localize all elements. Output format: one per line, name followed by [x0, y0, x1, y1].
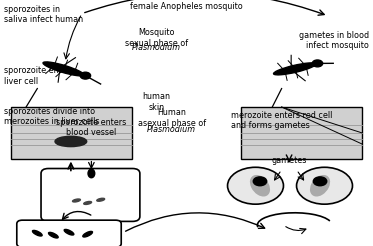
- Ellipse shape: [55, 136, 87, 147]
- Text: merozoite enters red cell
and forms gametes: merozoite enters red cell and forms game…: [231, 111, 333, 130]
- FancyBboxPatch shape: [41, 169, 140, 221]
- Text: sporozoites divide into
merozoites in liver cells: sporozoites divide into merozoites in li…: [4, 107, 99, 126]
- Text: Human
asexual phase of: Human asexual phase of: [138, 108, 206, 128]
- Circle shape: [313, 177, 327, 186]
- Ellipse shape: [97, 198, 104, 201]
- Ellipse shape: [43, 62, 84, 76]
- Text: Mosquito
sexual phase of: Mosquito sexual phase of: [125, 28, 188, 48]
- Ellipse shape: [32, 231, 43, 235]
- Ellipse shape: [48, 232, 58, 238]
- Ellipse shape: [88, 169, 95, 178]
- Text: gametes in blood
infect mosquito: gametes in blood infect mosquito: [299, 31, 369, 50]
- Ellipse shape: [73, 199, 80, 202]
- Text: Plasmodium: Plasmodium: [132, 43, 181, 52]
- Ellipse shape: [251, 176, 269, 196]
- Text: Plasmodium: Plasmodium: [147, 125, 196, 135]
- Ellipse shape: [311, 176, 329, 196]
- Bar: [241, 107, 362, 159]
- Text: gametes: gametes: [272, 156, 307, 165]
- Text: female Anopheles mosquito: female Anopheles mosquito: [130, 2, 243, 11]
- Circle shape: [312, 60, 323, 67]
- Ellipse shape: [84, 201, 91, 204]
- Text: human
skin: human skin: [142, 92, 171, 112]
- Text: sporozoite enters
blood vessel: sporozoite enters blood vessel: [56, 118, 126, 138]
- Text: sporozoites in
saliva infect human: sporozoites in saliva infect human: [4, 5, 83, 24]
- Text: sporozoite enters
liver cell: sporozoite enters liver cell: [4, 66, 74, 86]
- Circle shape: [80, 72, 91, 79]
- Circle shape: [228, 167, 283, 204]
- Ellipse shape: [63, 230, 75, 234]
- FancyBboxPatch shape: [17, 220, 121, 246]
- Circle shape: [297, 167, 352, 204]
- Circle shape: [253, 177, 267, 186]
- Ellipse shape: [83, 231, 93, 237]
- Ellipse shape: [273, 63, 316, 75]
- Bar: [11, 107, 132, 159]
